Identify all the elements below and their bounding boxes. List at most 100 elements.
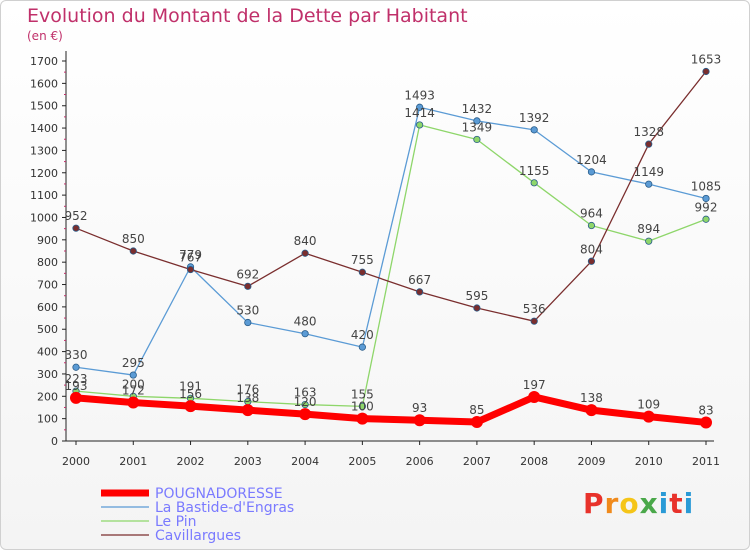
y-tick-label: 1500: [30, 100, 58, 113]
series-line: [75, 106, 707, 376]
data-point: [587, 221, 596, 230]
data-point: [358, 268, 366, 276]
y-tick-label: 1000: [30, 211, 58, 224]
data-point: [642, 410, 655, 423]
x-tick-label: 2007: [463, 455, 491, 468]
data-point: [129, 371, 137, 379]
data-point: [473, 304, 481, 312]
data-label: 295: [122, 356, 145, 370]
data-label: 176: [236, 383, 259, 397]
x-tick-label: 2000: [62, 455, 90, 468]
series-line: [75, 124, 707, 408]
x-tick-label: 2010: [635, 455, 663, 468]
logo-letter: t: [669, 487, 684, 520]
data-point: [702, 215, 710, 223]
data-point: [127, 396, 140, 409]
data-point: [356, 412, 369, 425]
data-point: [184, 400, 197, 413]
data-point: [528, 390, 541, 403]
x-tick-label: 2001: [119, 455, 147, 468]
data-label: 1392: [519, 111, 550, 125]
data-label: 330: [65, 348, 88, 362]
data-label: 138: [580, 391, 603, 405]
x-tick-label: 2009: [577, 455, 605, 468]
logo-letter: P: [583, 487, 605, 520]
data-label: 840: [294, 234, 317, 248]
x-tick-label: 2005: [348, 455, 376, 468]
data-label: 779: [179, 248, 202, 262]
data-label: 767: [179, 251, 202, 265]
data-label: 1149: [633, 165, 664, 179]
data-point: [72, 224, 80, 232]
y-tick-label: 700: [37, 279, 58, 292]
y-tick-label: 100: [37, 413, 58, 426]
data-point: [70, 391, 82, 404]
y-tick-label: 400: [37, 346, 58, 359]
legend-label: La Bastide-d'Engras: [155, 500, 294, 516]
y-tick-label: 1200: [30, 167, 58, 180]
data-label: 536: [523, 302, 546, 316]
data-point: [530, 317, 538, 325]
data-point: [645, 237, 653, 245]
proxiti-logo: Proxiti: [583, 487, 694, 520]
data-label: 692: [236, 267, 259, 281]
data-label: 1493: [404, 88, 435, 102]
data-point: [702, 194, 710, 203]
data-label: 93: [412, 401, 427, 415]
data-label: 420: [351, 328, 374, 342]
data-label: 193: [65, 379, 88, 393]
data-point: [530, 179, 538, 187]
data-label: 530: [236, 304, 259, 318]
data-label: 964: [580, 207, 603, 221]
y-tick-label: 1600: [30, 77, 58, 90]
data-point: [473, 135, 481, 144]
y-tick-label: 1700: [30, 55, 58, 68]
series-line: [75, 71, 707, 322]
data-point: [299, 408, 312, 421]
data-point: [241, 404, 254, 417]
logo-letter: i: [683, 487, 695, 520]
data-point: [587, 257, 596, 265]
data-label: 804: [580, 242, 603, 256]
legend-label: POUGNADORESSE: [155, 486, 283, 502]
data-point: [301, 249, 309, 257]
data-point: [186, 265, 195, 274]
data-point: [530, 126, 538, 134]
data-label: 163: [294, 386, 317, 400]
data-label: 1204: [576, 153, 607, 167]
y-tick-label: 900: [37, 234, 58, 247]
data-label: 1349: [462, 120, 493, 134]
x-tick-label: 2008: [520, 455, 548, 468]
logo-letter: x: [639, 487, 659, 520]
data-label: 191: [179, 379, 202, 393]
y-tick-label: 500: [37, 323, 58, 336]
data-point: [244, 282, 252, 290]
data-point: [700, 416, 712, 429]
data-label: 223: [65, 372, 88, 386]
data-label: 894: [637, 222, 660, 236]
y-tick-label: 200: [37, 390, 58, 403]
data-point: [645, 180, 653, 188]
series-line: [75, 393, 707, 426]
data-point: [587, 168, 596, 176]
data-label: 100: [351, 400, 374, 414]
legend-label: Le Pin: [155, 514, 197, 530]
data-point: [244, 318, 252, 327]
data-point: [72, 363, 80, 371]
data-label: 1432: [462, 102, 493, 116]
x-tick-label: 2002: [177, 455, 205, 468]
y-tick-label: 0: [51, 435, 58, 448]
x-tick-label: 2011: [692, 455, 720, 468]
data-label: 850: [122, 232, 145, 246]
x-tick-label: 2004: [291, 455, 319, 468]
y-tick-label: 600: [37, 301, 58, 314]
x-tick-label: 2006: [406, 455, 434, 468]
data-point: [645, 140, 653, 148]
data-label: 1653: [691, 53, 722, 67]
data-label: 992: [695, 200, 718, 214]
data-label: 1155: [519, 164, 550, 178]
data-label: 156: [179, 387, 202, 401]
logo-letter: o: [619, 487, 640, 520]
data-label: 667: [408, 273, 431, 287]
